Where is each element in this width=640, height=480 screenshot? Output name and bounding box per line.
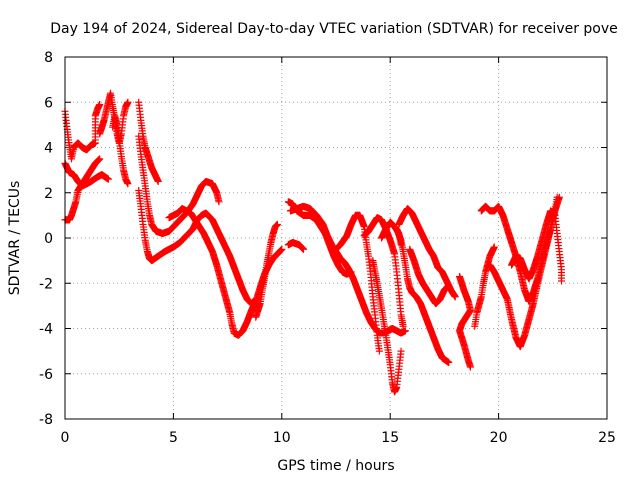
series-trace-3 — [61, 155, 104, 224]
y-tick-label: -6 — [39, 367, 53, 383]
series-trace-21 — [456, 272, 474, 371]
data-point — [466, 363, 474, 371]
data-point — [490, 243, 498, 251]
x-tick-label: 10 — [273, 430, 291, 446]
series-trace-22 — [471, 243, 498, 330]
data-point — [215, 198, 223, 206]
series-trace-12 — [284, 239, 307, 253]
data-point — [397, 347, 405, 355]
series-trace-24 — [486, 193, 561, 351]
data-point — [451, 293, 459, 301]
x-tick-label: 20 — [490, 430, 508, 446]
series-trace-8 — [135, 186, 258, 308]
data-point — [553, 193, 561, 201]
data-point — [154, 177, 162, 185]
x-tick-label: 25 — [598, 430, 616, 446]
y-tick-label: -8 — [39, 412, 53, 428]
data-point — [96, 155, 104, 163]
series-trace-25 — [508, 207, 565, 285]
series-trace-20 — [406, 245, 453, 308]
data-point — [273, 220, 281, 228]
series-trace-16 — [369, 257, 405, 396]
series-trace-13 — [286, 202, 409, 337]
x-axis-label: GPS time / hours — [277, 458, 394, 474]
data-point — [557, 277, 565, 285]
data-point — [445, 358, 453, 366]
y-tick-label: 8 — [44, 50, 53, 66]
plot-frame — [64, 56, 608, 420]
chart-title: Day 194 of 2024, Sidereal Day-to-day VTE… — [50, 21, 618, 37]
data-point — [445, 282, 453, 290]
series-trace-5 — [109, 112, 132, 188]
series-trace-7 — [135, 132, 223, 237]
x-tick-label: 15 — [381, 430, 399, 446]
y-tick-label: 6 — [44, 95, 53, 111]
data-point — [299, 245, 307, 253]
data-point — [401, 327, 409, 335]
series-trace-18 — [393, 225, 453, 366]
series-trace-6 — [135, 98, 162, 185]
y-tick-label: 2 — [44, 186, 53, 202]
x-tick-label: 0 — [61, 430, 70, 446]
points-layer — [61, 89, 565, 396]
data-point — [104, 175, 112, 183]
y-tick-label: 0 — [44, 231, 53, 247]
series-trace-1 — [61, 101, 104, 163]
data-point — [399, 322, 407, 330]
series-trace-10 — [252, 220, 281, 321]
y-axis-label: SDTVAR / TECUs — [7, 181, 23, 296]
data-point — [278, 245, 286, 253]
y-tick-label: 4 — [44, 141, 53, 157]
data-point — [375, 347, 383, 355]
series-trace-19 — [395, 205, 459, 301]
data-point — [124, 180, 132, 188]
data-point — [96, 101, 104, 109]
x-tick-label: 5 — [169, 430, 178, 446]
y-tick-label: -4 — [39, 322, 53, 338]
y-tick-label: -2 — [39, 276, 53, 292]
data-point — [124, 98, 132, 106]
